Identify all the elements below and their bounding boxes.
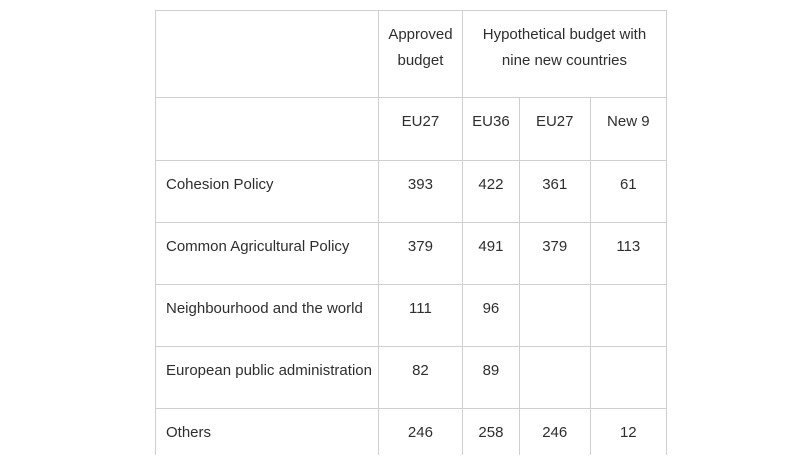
value-cell: 111 — [377, 284, 463, 347]
value-cell: 61 — [589, 160, 667, 223]
value-cell: 393 — [377, 160, 463, 223]
table-row: European public administration 82 89 — [155, 346, 667, 409]
value-cell — [589, 284, 667, 347]
row-label: Neighbourhood and the world — [155, 284, 379, 347]
table-row: Others 246 258 246 12 — [155, 408, 667, 455]
column-group-row: Approved budget Hypothetical budget with… — [155, 10, 667, 98]
row-label: European public administration — [155, 346, 379, 409]
column-header-new9: New 9 — [589, 97, 667, 161]
budget-table: Approved budget Hypothetical budget with… — [155, 10, 667, 455]
value-cell — [589, 346, 667, 409]
value-cell: 89 — [461, 346, 520, 409]
value-cell: 246 — [518, 408, 591, 455]
column-group-hypothetical-budget: Hypothetical budget with nine new countr… — [461, 10, 667, 98]
table-row: Cohesion Policy 393 422 361 61 — [155, 160, 667, 223]
value-cell: 379 — [377, 222, 463, 285]
corner-cell — [155, 97, 379, 161]
corner-cell — [155, 10, 379, 98]
column-header-eu27-hypothetical: EU27 — [518, 97, 591, 161]
value-cell: 12 — [589, 408, 667, 455]
value-cell — [518, 346, 591, 409]
row-label: Cohesion Policy — [155, 160, 379, 223]
value-cell: 491 — [461, 222, 520, 285]
column-header-row: EU27 EU36 EU27 New 9 — [155, 97, 667, 161]
value-cell: 96 — [461, 284, 520, 347]
value-cell: 422 — [461, 160, 520, 223]
column-header-eu27-approved: EU27 — [377, 97, 463, 161]
value-cell: 246 — [377, 408, 463, 455]
budget-table-viewport: Approved budget Hypothetical budget with… — [155, 10, 667, 455]
column-group-approved-budget: Approved budget — [377, 10, 463, 98]
value-cell: 258 — [461, 408, 520, 455]
value-cell: 113 — [589, 222, 667, 285]
row-label: Common Agricultural Policy — [155, 222, 379, 285]
value-cell: 361 — [518, 160, 591, 223]
value-cell: 82 — [377, 346, 463, 409]
row-label: Others — [155, 408, 379, 455]
value-cell: 379 — [518, 222, 591, 285]
table-row: Common Agricultural Policy 379 491 379 1… — [155, 222, 667, 285]
value-cell — [518, 284, 591, 347]
column-header-eu36: EU36 — [461, 97, 520, 161]
table-row: Neighbourhood and the world 111 96 — [155, 284, 667, 347]
